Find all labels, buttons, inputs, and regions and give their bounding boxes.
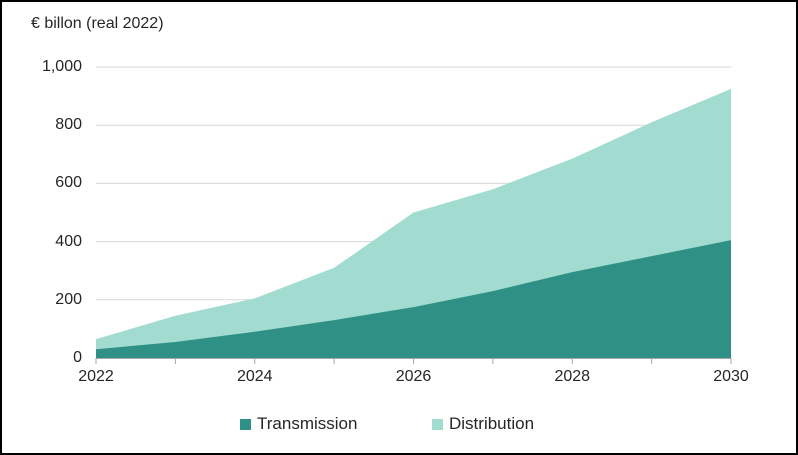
- x-axis-tick-label: 2026: [395, 368, 432, 385]
- y-axis-tick-label: 0: [73, 349, 82, 366]
- chart-title: € billon (real 2022): [31, 15, 164, 32]
- x-axis-tick-label: 2028: [554, 368, 591, 385]
- legend-label-transmission: Transmission: [257, 414, 358, 433]
- y-axis-tick-label: 600: [55, 174, 82, 192]
- x-axis-tick-label: 2022: [78, 368, 114, 385]
- distribution-swatch-icon: [432, 418, 443, 430]
- legend: Transmission Distribution: [2, 413, 796, 443]
- y-axis-tick-label: 1,000: [41, 58, 82, 75]
- area-transmission: [96, 240, 731, 358]
- legend-item-distribution: Distribution: [432, 413, 534, 435]
- transmission-swatch-icon: [240, 418, 251, 430]
- legend-label-distribution: Distribution: [449, 414, 535, 433]
- y-axis-tick-label: 800: [55, 116, 82, 134]
- y-axis-tick-label: 400: [55, 232, 82, 250]
- legend-item-transmission: Transmission: [240, 413, 357, 435]
- x-axis-tick-label: 2030: [713, 368, 749, 385]
- y-axis-tick-label: 200: [55, 290, 82, 308]
- x-axis-tick-label: 2024: [236, 368, 273, 385]
